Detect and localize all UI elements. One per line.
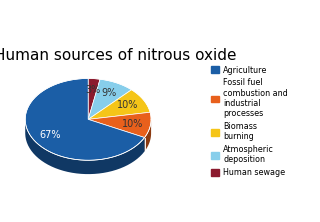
Text: 10%: 10% — [122, 119, 144, 129]
Polygon shape — [88, 78, 100, 119]
Text: Human sources of nitrous oxide: Human sources of nitrous oxide — [0, 48, 236, 63]
Text: 3%: 3% — [85, 85, 100, 95]
Polygon shape — [88, 79, 132, 119]
Legend: Agriculture, Fossil fuel
combustion and
industrial
processes, Biomass
burning, A: Agriculture, Fossil fuel combustion and … — [211, 65, 288, 177]
Text: 10%: 10% — [117, 100, 139, 111]
Polygon shape — [25, 120, 145, 174]
Polygon shape — [145, 119, 151, 151]
Polygon shape — [88, 90, 150, 119]
Polygon shape — [88, 112, 151, 138]
Text: 9%: 9% — [101, 88, 116, 98]
Polygon shape — [25, 78, 145, 160]
Text: 67%: 67% — [39, 130, 60, 140]
